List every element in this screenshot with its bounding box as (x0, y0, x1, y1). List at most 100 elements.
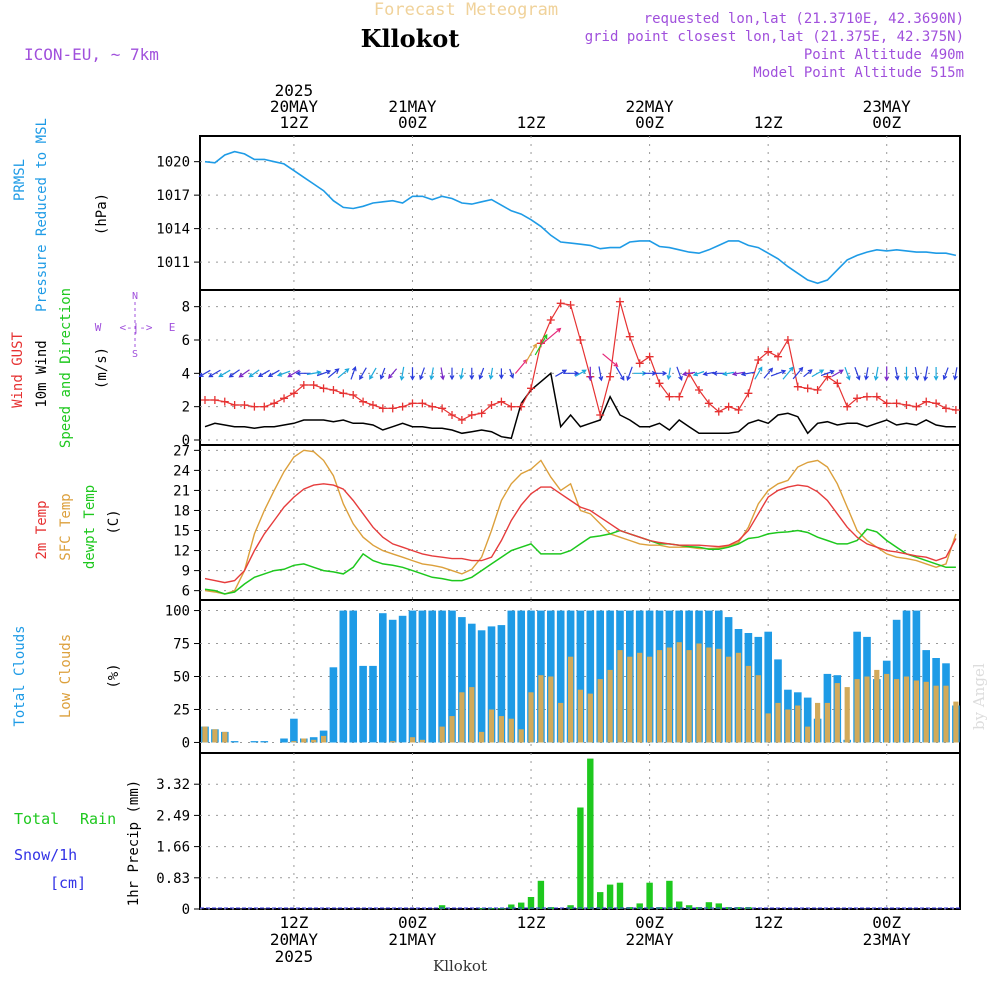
low-cloud-bar (656, 650, 663, 743)
gust-marker (576, 336, 585, 344)
wind-arrow (276, 370, 291, 377)
low-cloud-bar (508, 718, 514, 743)
temp-sfc-label: SFC Temp (58, 493, 74, 560)
gust-marker (596, 411, 605, 419)
time-label-top: 23MAY (863, 97, 912, 116)
total-cloud-bar (339, 610, 348, 743)
low-cloud-bar (815, 702, 821, 743)
low-cloud-bar (291, 741, 297, 743)
precip-bar (735, 907, 742, 909)
watermark: by Angel (970, 663, 988, 730)
total-cloud-bar (260, 741, 269, 743)
precip-snow-label: Snow/1h (14, 846, 77, 864)
low-cloud-bar (696, 643, 702, 743)
total-cloud-bar (290, 718, 298, 743)
total-cloud-bar (329, 667, 338, 743)
total-cloud-bar (596, 610, 604, 743)
gust-marker (764, 347, 773, 356)
total-cloud-bar (774, 659, 782, 743)
gridpoint-coords: grid point closest lon,lat (21.375E, 42.… (585, 29, 964, 45)
wind-arrow (844, 366, 851, 381)
low-clouds-label: Low Clouds (58, 634, 74, 718)
temperature-tick-label: 18 (173, 503, 190, 519)
wind-dir-label: Speed and Direction (58, 288, 74, 448)
precip-bar (508, 904, 515, 909)
gust-marker (665, 392, 674, 401)
low-cloud-bar (844, 687, 850, 743)
precip-bar (438, 905, 446, 909)
low-cloud-bar (568, 656, 574, 743)
gust-marker (843, 402, 852, 411)
wind-arrow (864, 367, 869, 381)
gust-marker (280, 394, 289, 403)
time-label-top: 2025 (275, 81, 314, 100)
precip-bar (498, 908, 505, 910)
total-cloud-bar (477, 630, 486, 743)
gust-marker (803, 384, 812, 393)
precip-cm-label: [cm] (50, 874, 86, 892)
wind-arrow (914, 366, 920, 381)
wind-arrow (923, 366, 928, 382)
gust-marker (872, 392, 881, 401)
total-cloud-bar (468, 623, 476, 743)
gust-marker (220, 397, 229, 406)
total-cloud-bar (507, 610, 516, 743)
wind-arrow (563, 370, 580, 376)
total-cloud-bar (586, 610, 595, 743)
low-cloud-bar (597, 679, 603, 743)
precip-unit: 1hr Precip (mm) (126, 780, 142, 906)
wind-arrow (587, 366, 593, 382)
point-altitude: Point Altitude 490m (804, 47, 964, 63)
low-cloud-bar (903, 676, 910, 743)
gust-marker (675, 392, 684, 401)
total-cloud-bar (912, 610, 921, 743)
low-cloud-bar (577, 689, 583, 743)
wind-arrow (387, 368, 398, 379)
gust-marker (398, 402, 407, 411)
wind-arrow (498, 368, 504, 380)
gust-marker (645, 352, 654, 361)
time-label-bottom: 00Z (635, 913, 664, 932)
wind-arrow (429, 367, 435, 381)
precip-bar (597, 892, 604, 909)
wind-arrow (337, 368, 350, 379)
wind-unit: (m/s) (94, 347, 110, 389)
temp2m-line (204, 483, 957, 584)
gust-marker (912, 402, 921, 411)
precip-bar (666, 880, 673, 909)
wind-arrow (248, 369, 260, 378)
clouds-tick-label: 100 (165, 604, 190, 620)
gust-marker (250, 402, 259, 411)
low-cloud-bar (518, 729, 524, 743)
wind-tick-label: 0 (182, 433, 190, 449)
gust-marker (823, 372, 832, 381)
wind-arrow (598, 366, 604, 382)
precip-tick-label: 3.32 (156, 777, 190, 793)
wind-arrow (359, 367, 367, 381)
wind-arrow (509, 368, 515, 379)
gust-marker (368, 401, 377, 409)
low-cloud-bar (311, 739, 317, 743)
gust-marker (774, 352, 783, 361)
gust-marker (418, 399, 427, 408)
temperature-tick-label: 15 (173, 524, 190, 540)
low-cloud-bar (479, 731, 485, 743)
clouds-tick-label: 50 (173, 670, 190, 686)
precip-bar (587, 758, 594, 909)
precip-bar (646, 882, 653, 909)
wind-frame (199, 289, 961, 446)
temperature-tick-label: 9 (182, 564, 190, 580)
gust-marker (635, 359, 644, 368)
precip-bar (567, 905, 574, 909)
time-label-bottom: 22MAY (626, 930, 675, 949)
low-cloud-bar (884, 673, 890, 743)
wind-gust-label: Wind GUST (10, 332, 26, 408)
low-cloud-bar (449, 716, 455, 743)
gust-marker (359, 397, 368, 406)
gust-marker (655, 379, 664, 388)
sfc-temp-line (204, 449, 957, 595)
low-cloud-bar (686, 650, 692, 743)
gust-marker (527, 384, 536, 393)
low-cloud-bar (785, 709, 791, 743)
